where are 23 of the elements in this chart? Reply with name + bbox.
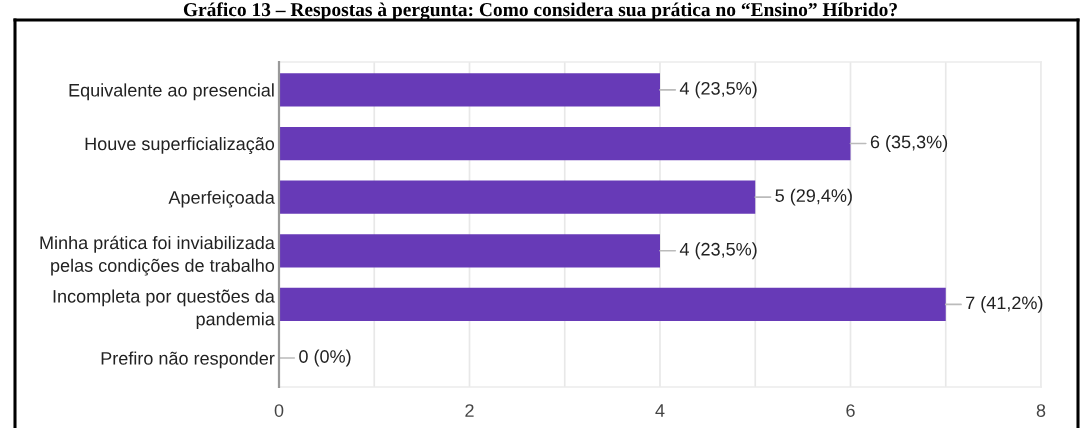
data-label: 7 (41,2%) xyxy=(966,295,1043,313)
y-tick-label: Houve superficialização xyxy=(85,136,275,154)
data-label: 0 (0%) xyxy=(299,349,351,367)
y-tick-label: Equivalente ao presencial xyxy=(69,83,274,101)
bar xyxy=(279,126,851,161)
y-tick-label: Prefiro não responder xyxy=(101,351,275,369)
x-tick-label: 6 xyxy=(846,404,855,417)
y-tick-label: Aperfeiçoada xyxy=(168,190,275,208)
y-tick-label: Incompleta por questões da pandemia xyxy=(53,289,275,329)
x-tick-label: 4 xyxy=(655,404,665,417)
x-tick-label: 8 xyxy=(1036,404,1046,417)
bar xyxy=(279,234,660,268)
bar xyxy=(279,287,946,322)
y-tick-label: Minha prática foi inviabilizada pelas condições de trabalho xyxy=(40,235,275,276)
bar xyxy=(279,73,660,107)
data-label: 4 (23,5%) xyxy=(679,242,757,260)
x-tick-label: 2 xyxy=(465,404,474,417)
bar xyxy=(279,180,756,214)
data-label: 5 (29,4%) xyxy=(775,188,852,206)
x-tick-label: 0 xyxy=(274,404,284,417)
data-label: 4 (23,5%) xyxy=(679,81,757,99)
data-label: 6 (35,3%) xyxy=(870,135,948,152)
chart-title: Gráfico 13 – Respostas à pergunta: Como considera sua prática no “Ensino” Híbrido? xyxy=(183,2,897,21)
